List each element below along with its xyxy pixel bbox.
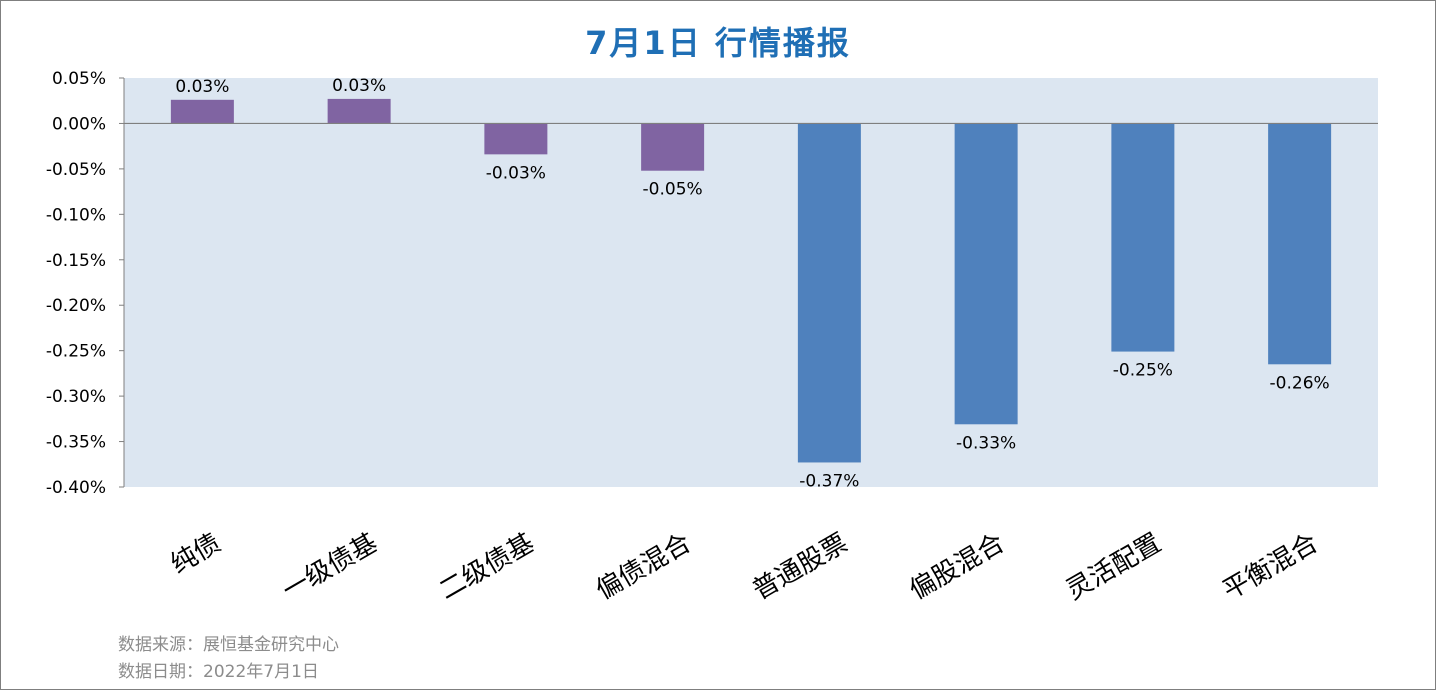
chart-title: 7月1日 行情播报 (585, 24, 851, 62)
y-tick-label: -0.05% (46, 160, 106, 180)
y-tick-label: -0.25% (46, 342, 106, 362)
y-tick-label: 0.05% (52, 69, 106, 89)
bar-2 (327, 98, 391, 124)
data-label: -0.26% (1270, 373, 1330, 393)
data-source-note: 数据来源：展恒基金研究中心 (118, 635, 339, 655)
bar-7 (1111, 123, 1175, 352)
bar-3 (484, 123, 548, 155)
data-label: -0.25% (1113, 361, 1173, 381)
data-date-note: 数据日期：2022年7月1日 (118, 662, 319, 682)
x-tick-label: 纯债 (166, 528, 226, 580)
x-axis-labels-group: 纯债 一级债基 二级债基 偏债混合 普通股票 偏股混合 灵活配置 平衡混合 (166, 528, 1323, 606)
x-tick-label: 平衡混合 (1218, 528, 1323, 606)
y-tick-label: -0.30% (46, 387, 106, 407)
bar-8 (1268, 123, 1332, 365)
bar-1 (170, 99, 234, 124)
x-tick-label: 一级债基 (278, 528, 383, 606)
plot-area (124, 78, 1378, 487)
data-label: -0.03% (486, 163, 546, 183)
data-label: 0.03% (332, 76, 386, 96)
x-tick-label: 普通股票 (748, 528, 853, 606)
y-tick-label: -0.15% (46, 251, 106, 271)
data-label: -0.33% (956, 433, 1016, 453)
data-labels-group: 0.03% 0.03% -0.03% -0.05% -0.37% -0.33% -0.25%… (175, 76, 1329, 492)
y-axis: 0.05% 0.00% -0.05% -0.10% -0.15% -0.20% -0.25%… (46, 69, 125, 498)
x-tick-label: 灵活配置 (1061, 528, 1166, 606)
bar-6 (954, 123, 1018, 425)
data-label: -0.37% (799, 471, 859, 491)
bar-4 (641, 123, 705, 171)
y-tick-label: -0.40% (46, 478, 106, 498)
bar-5 (797, 123, 861, 463)
y-tick-label: -0.35% (46, 433, 106, 453)
bars-group (170, 98, 1332, 463)
y-tick-label: -0.20% (46, 296, 106, 316)
x-tick-label: 二级债基 (434, 528, 539, 606)
x-tick-label: 偏股混合 (905, 528, 1010, 606)
x-tick-label: 偏债混合 (591, 528, 696, 606)
y-tick-label: -0.10% (46, 205, 106, 225)
data-label: -0.05% (643, 180, 703, 200)
y-tick-label: 0.00% (52, 114, 106, 134)
data-label: 0.03% (175, 77, 229, 97)
